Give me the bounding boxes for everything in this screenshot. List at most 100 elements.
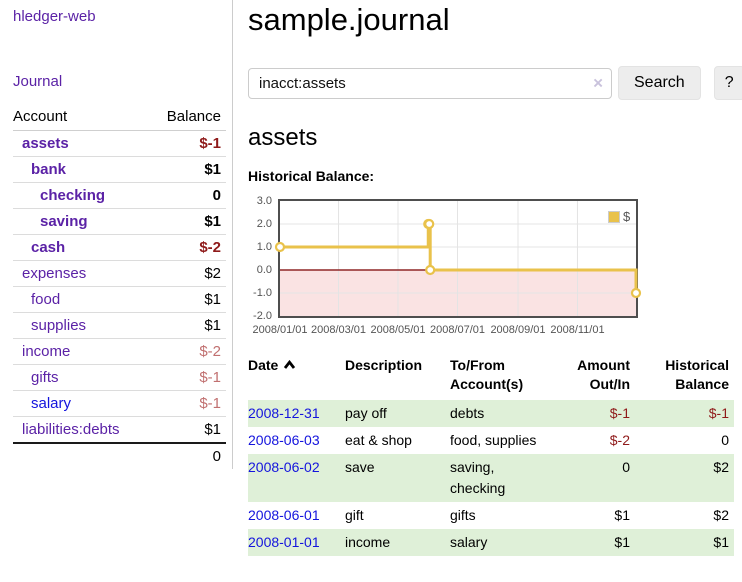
account-row: cash $-2 — [13, 234, 226, 261]
account-link-expenses[interactable]: expenses — [22, 265, 87, 282]
historical-balance-chart: 3.0 2.0 1.0 0.0 -1.0 -2.0 2008/01/01 2008/03/01… — [248, 195, 718, 345]
search-button[interactable]: Search — [618, 66, 701, 100]
account-row: liabilities:debts $1 — [13, 416, 226, 444]
register-header-date[interactable]: Date — [248, 355, 345, 400]
legend-label: $ — [623, 209, 631, 224]
page: hledger-web Journal Account Balance asse… — [0, 0, 742, 556]
register-amount: 0 — [622, 459, 630, 475]
register-accounts: food, supplies — [450, 432, 537, 448]
register-description: pay off — [345, 405, 387, 421]
legend-swatch — [608, 210, 620, 223]
account-link-liabilities-debts[interactable]: liabilities:debts — [22, 421, 120, 438]
register-amount: $1 — [614, 507, 630, 523]
y-tick-label: 2.0 — [256, 218, 272, 230]
register-balance: $2 — [713, 459, 729, 475]
register-accounts: debts — [450, 405, 485, 421]
x-tick-label: 2008/03/01 — [310, 324, 367, 336]
register-balance: $1 — [713, 534, 729, 550]
register-description: save — [345, 459, 375, 475]
account-balance: $2 — [149, 260, 226, 287]
account-row: saving $1 — [13, 208, 226, 235]
y-tick-label: 1.0 — [256, 241, 272, 253]
account-balance: 0 — [149, 182, 226, 209]
x-tick-label: 2008/11/01 — [550, 324, 605, 336]
account-row: supplies $1 — [13, 312, 226, 339]
account-link-gifts[interactable]: gifts — [31, 369, 59, 386]
account-balance: $1 — [149, 312, 226, 339]
account-row: bank $1 — [13, 156, 226, 183]
account-balance: $1 — [149, 416, 226, 444]
accounts-total-row: 0 — [13, 442, 226, 469]
account-link-bank[interactable]: bank — [31, 161, 67, 178]
sort-ascending-icon — [284, 359, 296, 369]
account-row: food $1 — [13, 286, 226, 313]
clear-search-icon[interactable]: × — [593, 73, 603, 93]
register-description: income — [345, 534, 391, 550]
account-row: gifts $-1 — [13, 364, 226, 391]
y-tick-label: 3.0 — [256, 195, 272, 207]
account-link-supplies[interactable]: supplies — [31, 317, 87, 334]
account-balance: $-1 — [149, 390, 226, 417]
register-row: 2008-06-03 eat & shop food, supplies $-2… — [248, 427, 734, 454]
chart-legend: $ — [608, 209, 630, 224]
register-description: eat & shop — [345, 432, 412, 448]
account-link-checking[interactable]: checking — [40, 187, 106, 204]
search-bar: × Search ? — [248, 66, 742, 100]
register-row: 2008-01-01 income salary $1 $1 — [248, 529, 734, 556]
nav-journal-link[interactable]: Journal — [13, 73, 63, 90]
register-row: 2008-06-02 save saving, checking 0 $2 — [248, 454, 734, 502]
account-balance: $-1 — [149, 130, 226, 157]
date-link[interactable]: 2008-06-01 — [248, 507, 320, 523]
x-tick-label: 2008/01/01 — [252, 324, 308, 336]
register-row: 2008-06-01 gift gifts $1 $2 — [248, 502, 734, 529]
account-row: salary $-1 — [13, 390, 226, 417]
account-balance: $-2 — [149, 234, 226, 261]
register-header-accounts: To/From Account(s) — [450, 357, 524, 392]
account-link-salary[interactable]: salary — [31, 395, 72, 412]
account-balance: $1 — [149, 286, 226, 313]
account-link-cash[interactable]: cash — [31, 239, 66, 256]
register-header-amount: Amount Out/In — [577, 357, 630, 392]
account-heading: assets — [248, 124, 318, 151]
register-header-description: Description — [345, 357, 423, 373]
account-link-saving[interactable]: saving — [40, 213, 88, 230]
date-link[interactable]: 2008-12-31 — [248, 405, 320, 421]
account-balance: $-2 — [149, 338, 226, 365]
y-tick-label: 0.0 — [256, 264, 272, 276]
date-link[interactable]: 2008-06-03 — [248, 432, 320, 448]
account-link-food[interactable]: food — [31, 291, 61, 308]
date-link[interactable]: 2008-06-02 — [248, 459, 320, 475]
accounts-table: Account Balance assets $-1 bank $1 checkin… — [13, 105, 226, 469]
account-row: checking 0 — [13, 182, 226, 209]
account-balance: $1 — [149, 156, 226, 183]
search-input[interactable] — [248, 67, 612, 99]
register-header-balance: Historical Balance — [665, 357, 729, 392]
main-content: sample.journal × Search ? assets Histori… — [233, 0, 742, 556]
register-row: 2008-12-31 pay off debts $-1 $-1 — [248, 400, 734, 427]
account-row: expenses $2 — [13, 260, 226, 287]
balance-column-header: Balance — [149, 105, 226, 131]
account-row: income $-2 — [13, 338, 226, 365]
register-description: gift — [345, 507, 364, 523]
chart-title: Historical Balance: — [248, 168, 375, 184]
register-accounts: saving, checking — [450, 459, 506, 496]
register-accounts: gifts — [450, 507, 476, 523]
register-balance: $2 — [713, 507, 729, 523]
register-amount: $-1 — [609, 405, 630, 421]
y-tick-label: -2.0 — [253, 310, 272, 322]
account-link-income[interactable]: income — [22, 343, 71, 360]
brand-link[interactable]: hledger-web — [13, 8, 96, 25]
account-balance: $-1 — [149, 364, 226, 391]
help-button[interactable]: ? — [713, 66, 742, 100]
register-balance: $-1 — [708, 405, 729, 421]
chart-plot-area — [274, 199, 642, 318]
account-balance: $1 — [149, 208, 226, 235]
date-link[interactable]: 2008-01-01 — [248, 534, 320, 550]
account-row: assets $-1 — [13, 130, 226, 157]
register-accounts: salary — [450, 534, 488, 550]
register-balance: 0 — [721, 432, 729, 448]
register-amount: $-2 — [609, 432, 630, 448]
sidebar: hledger-web Journal Account Balance asse… — [0, 0, 233, 469]
account-link-assets[interactable]: assets — [22, 135, 69, 152]
x-tick-label: 2008/07/01 — [429, 324, 486, 336]
